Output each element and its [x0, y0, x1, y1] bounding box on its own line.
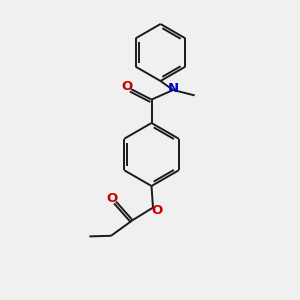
Text: O: O [121, 80, 132, 94]
Text: N: N [168, 82, 179, 95]
Text: O: O [106, 192, 118, 205]
Text: O: O [152, 203, 163, 217]
